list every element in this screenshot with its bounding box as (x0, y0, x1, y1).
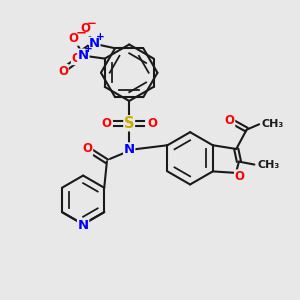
Text: O: O (101, 117, 111, 130)
Text: O: O (71, 52, 81, 64)
Text: +: + (84, 44, 93, 54)
Text: O: O (68, 32, 79, 45)
Text: N: N (78, 49, 89, 62)
Text: CH₃: CH₃ (257, 160, 280, 170)
Text: +: + (96, 32, 105, 42)
Text: CH₃: CH₃ (262, 119, 284, 129)
Text: S: S (124, 116, 134, 131)
Text: O: O (58, 64, 68, 78)
Text: O: O (235, 170, 244, 183)
Text: O: O (225, 114, 235, 127)
Text: N: N (89, 37, 100, 50)
Text: N: N (124, 143, 135, 156)
Text: O: O (82, 142, 93, 155)
Text: −: − (76, 26, 87, 39)
Text: O: O (80, 22, 90, 35)
Text: −: − (87, 16, 97, 29)
Text: N: N (78, 219, 89, 232)
Text: O: O (147, 117, 157, 130)
